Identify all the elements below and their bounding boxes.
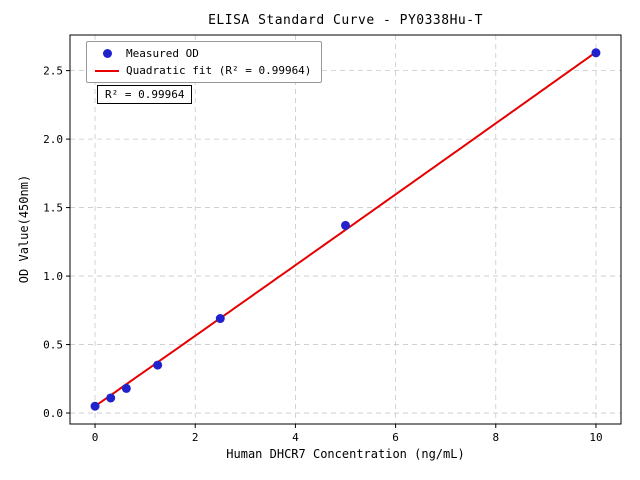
legend: Measured OD Quadratic fit (R² = 0.99964) [86,41,323,83]
axes-frame [69,34,622,425]
legend-item-quadratic-fit: Quadratic fit (R² = 0.99964) [95,64,311,77]
legend-marker-area [95,69,119,72]
x-tick-label: 0 [92,431,99,444]
scatter-marker-icon [102,49,112,58]
data-point [90,401,100,411]
data-point [106,393,116,403]
data-point [215,314,225,324]
y-tick-label: 0.5 [43,339,63,352]
r-squared-annotation: R² = 0.99964 [97,85,193,104]
data-point [341,220,350,230]
y-tick-label: 1.0 [43,270,63,283]
data-point [153,360,163,370]
legend-marker-area [95,49,119,58]
y-tick-label: 1.5 [43,202,63,215]
y-tick-label: 0.0 [43,407,63,420]
legend-label-measured-od: Measured OD [126,47,199,60]
data-point [121,383,131,393]
legend-label-quadratic-fit: Quadratic fit (R² = 0.99964) [126,64,312,77]
line-marker-icon [95,69,119,72]
y-tick-label: 2.0 [43,133,63,146]
x-axis-label: Human DHCR7 Concentration (ng/mL) [226,447,465,461]
x-tick-label: 4 [292,431,299,444]
y-tick-label: 2.5 [43,65,63,78]
chart-title: ELISA Standard Curve - PY0338Hu-T [208,13,483,28]
x-tick-label: 6 [392,431,399,444]
x-tick-label: 2 [192,431,199,444]
y-axis-label: OD Value(450nm) [17,174,31,284]
legend-item-measured-od: Measured OD [95,47,311,60]
x-tick-label: 10 [589,431,602,444]
x-tick-label: 8 [492,431,499,444]
data-point [591,48,601,58]
